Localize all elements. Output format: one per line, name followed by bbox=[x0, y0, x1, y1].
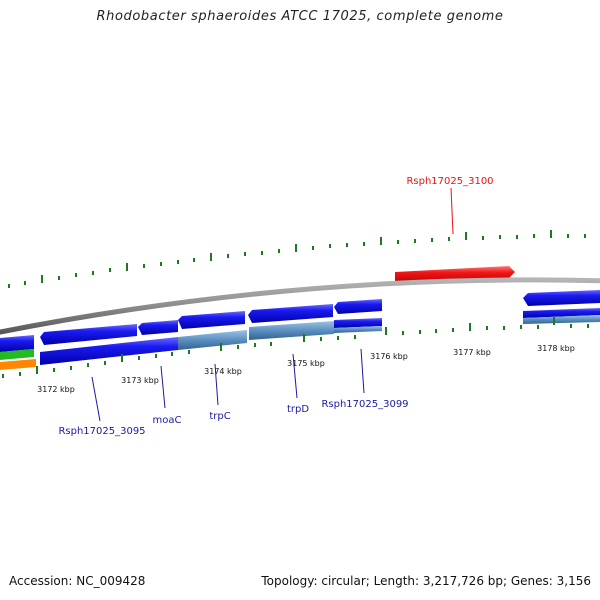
rna-bar-orange[interactable] bbox=[0, 359, 36, 370]
tick-label: 3174 kbp bbox=[204, 367, 242, 376]
tick-label: 3173 kbp bbox=[121, 376, 159, 385]
cds-arrow-trpd[interactable] bbox=[248, 304, 333, 323]
cds-arrow[interactable] bbox=[0, 335, 34, 352]
protein-bar-trpc[interactable] bbox=[178, 330, 247, 350]
gene-rsph3100-label[interactable]: Rsph17025_3100 bbox=[406, 176, 493, 187]
cds-arrow-rsph3099[interactable] bbox=[334, 299, 382, 314]
protein-bar-trpd[interactable] bbox=[249, 321, 334, 340]
accession-text: Accession: NC_009428 bbox=[9, 574, 146, 588]
protein-bar-right[interactable] bbox=[523, 315, 600, 324]
genome-backbone bbox=[0, 277, 600, 335]
gene-trpd-label[interactable]: trpD bbox=[287, 404, 309, 415]
gene-leaders bbox=[91, 348, 365, 422]
cds-arrow-moac[interactable] bbox=[138, 320, 178, 335]
cds-arrow-trpc[interactable] bbox=[178, 311, 245, 329]
gene-rsph3099-label[interactable]: Rsph17025_3099 bbox=[321, 399, 408, 410]
cds-arrow-moac-up[interactable] bbox=[40, 324, 137, 345]
cds-track[interactable] bbox=[0, 290, 600, 352]
gene-moac-label[interactable]: moaC bbox=[153, 415, 182, 426]
map-title: Rhodobacter sphaeroides ATCC 17025, comp… bbox=[96, 9, 504, 24]
protein-bar-rsph3099[interactable] bbox=[334, 326, 382, 333]
tick-label: 3172 kbp bbox=[37, 385, 75, 394]
gene-rsph3095-label[interactable]: Rsph17025_3095 bbox=[58, 426, 145, 437]
gene-bar-track[interactable] bbox=[0, 308, 600, 370]
tick-label: 3177 kbp bbox=[453, 348, 491, 357]
gene-bar-rsph3095[interactable] bbox=[40, 337, 178, 365]
rna-bar-green[interactable] bbox=[0, 349, 34, 360]
gene-rsph3100-leader bbox=[450, 187, 454, 235]
tick-label: 3175 kbp bbox=[287, 359, 325, 368]
topology-text: Topology: circular; Length: 3,217,726 bp… bbox=[261, 574, 591, 588]
cds-arrow-right[interactable] bbox=[523, 290, 600, 306]
outer-tick-track bbox=[8, 230, 586, 288]
inner-tick-track bbox=[2, 317, 589, 378]
gene-bar-right[interactable] bbox=[523, 308, 600, 318]
tick-label: 3178 kbp bbox=[537, 344, 575, 353]
gene-bar-rsph3099[interactable] bbox=[334, 318, 382, 328]
gene-trpc-label[interactable]: trpC bbox=[209, 411, 230, 422]
tick-label: 3176 kbp bbox=[370, 352, 408, 361]
